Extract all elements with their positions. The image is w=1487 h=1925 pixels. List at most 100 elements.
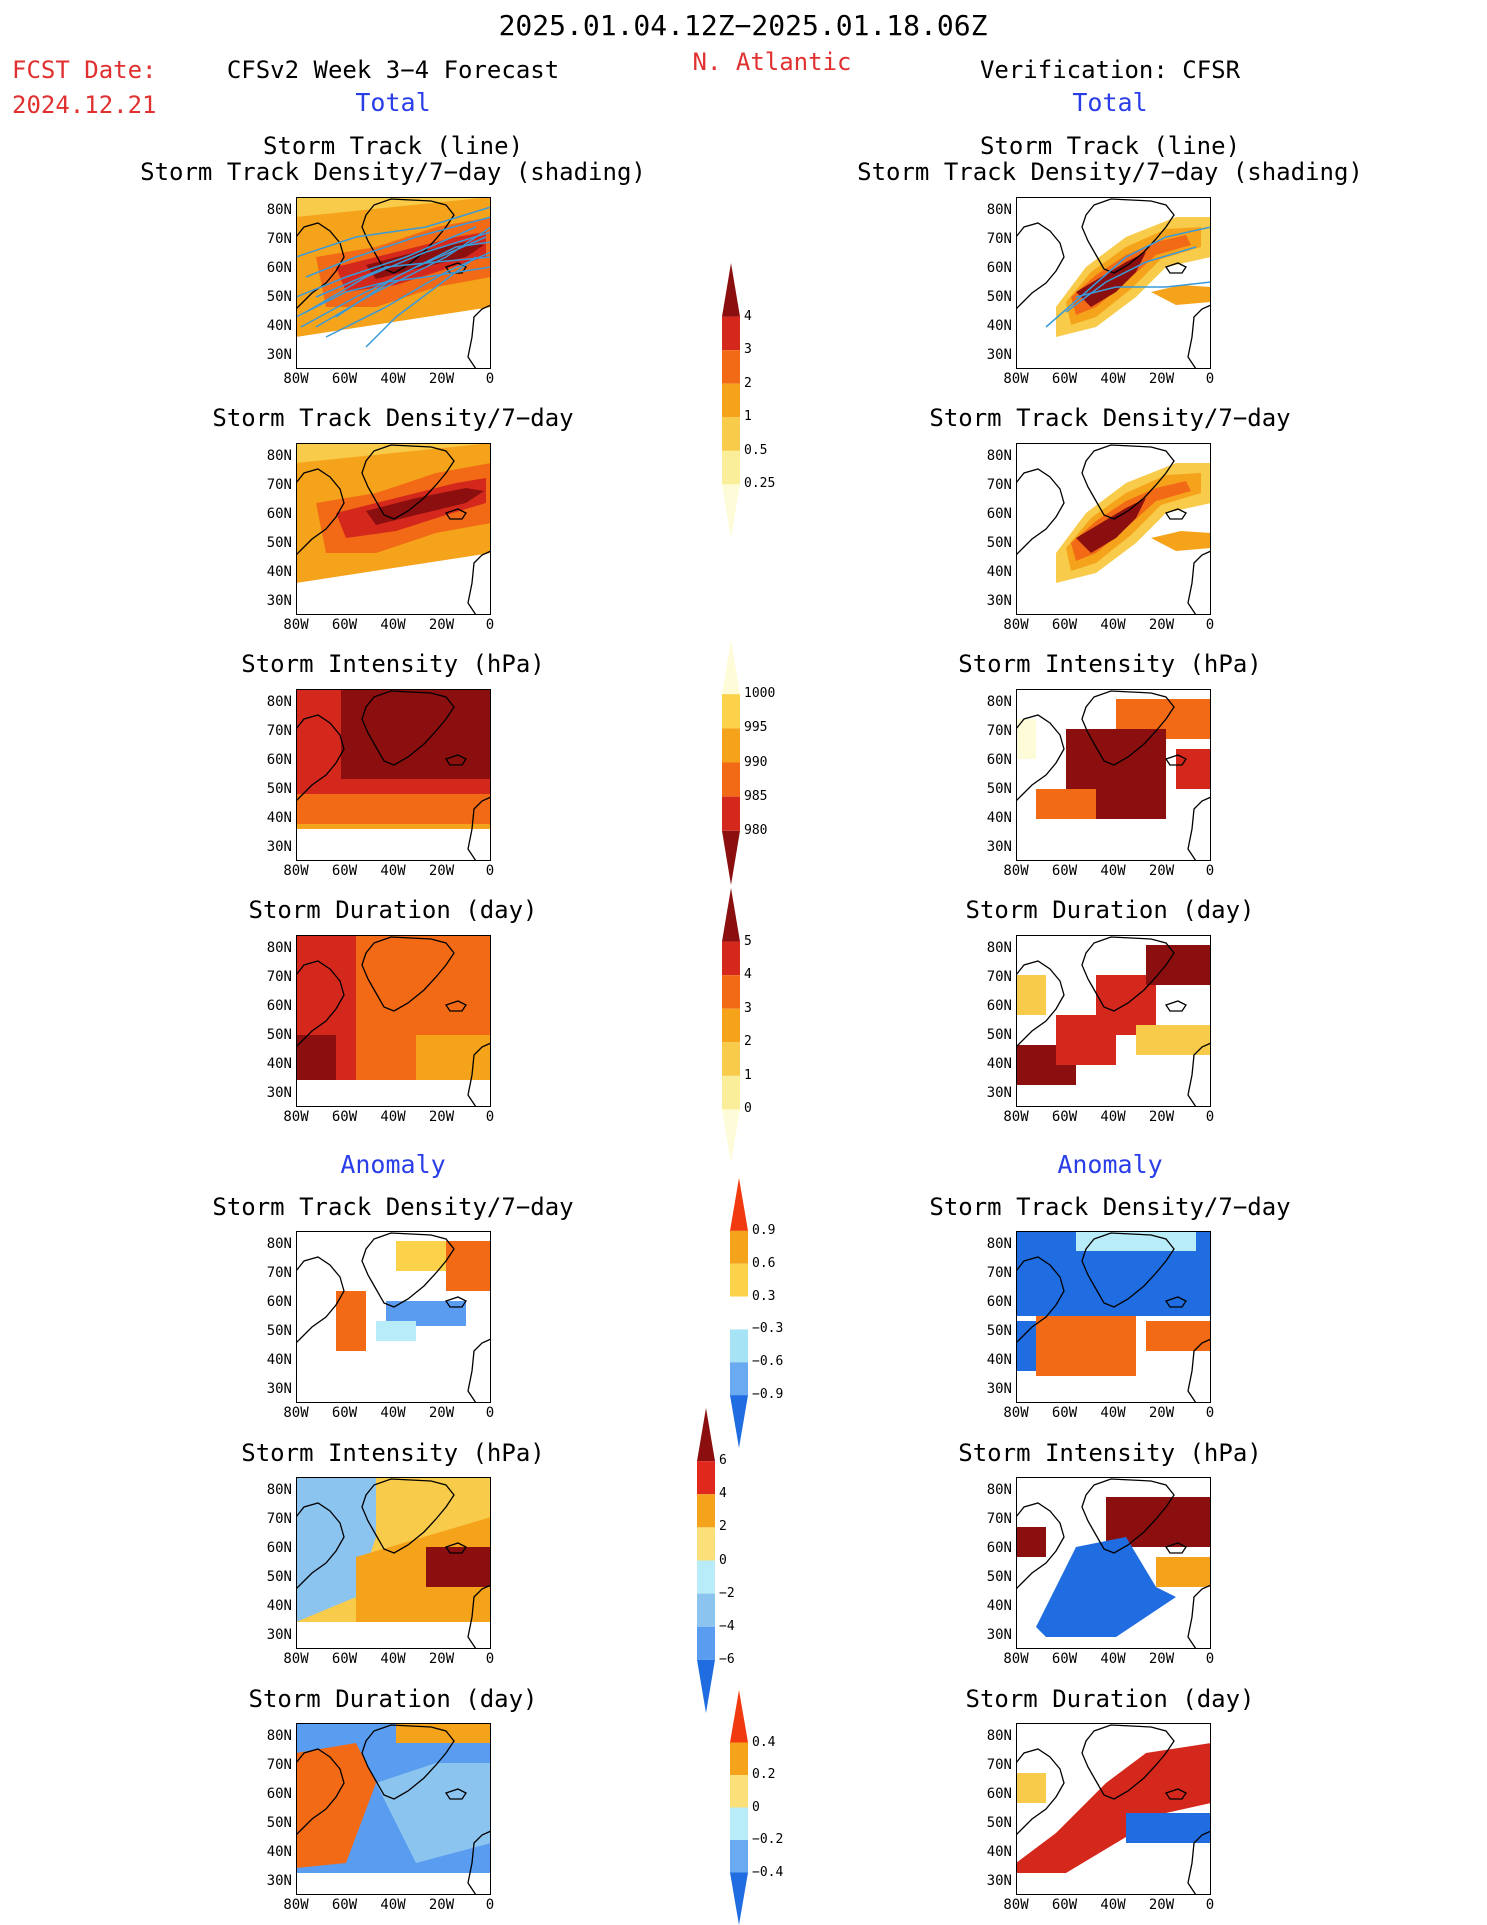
lat-tick-label: 40N: [266, 1598, 292, 1614]
lon-tick-label: 0: [485, 1109, 495, 1125]
map-obs-track: [1016, 197, 1211, 369]
lat-tick-label: 80N: [266, 202, 292, 218]
lat-tick-label: 50N: [986, 289, 1012, 305]
title-line-1: Storm Track (line): [979, 132, 1241, 160]
lat-tick-label: 80N: [986, 1728, 1012, 1744]
colorbar-swatch: [722, 640, 740, 695]
lat-tick-label: 80N: [986, 940, 1012, 956]
date-range-title: 2025.01.04.12Z−2025.01.18.06Z: [498, 9, 988, 42]
coastline-segment: [1016, 222, 1065, 310]
colorbar-label: 2: [744, 1034, 752, 1050]
colorbar-label: 1000: [744, 686, 776, 702]
colorbar-swatch: [722, 830, 740, 885]
grid-cell: [401, 764, 416, 779]
lon-tick-label: 20W: [1148, 1651, 1175, 1667]
colorbar-swatch: [722, 383, 740, 418]
lon-tick-label: 40W: [380, 863, 406, 879]
colorbar-label: −0.6: [752, 1354, 784, 1370]
colorbar-label: 6: [719, 1453, 727, 1469]
map-obs-anom-duration: [1016, 1723, 1211, 1895]
grid-cell: [371, 719, 386, 734]
lat-tick-label: 70N: [266, 1757, 292, 1773]
grid-cell: [341, 689, 356, 704]
coastline-segment: [444, 1542, 467, 1554]
lat-tick-label: 50N: [986, 1323, 1012, 1339]
left-column-title: CFSv2 Week 3−4 Forecast: [226, 56, 560, 84]
shade-block: [1136, 1025, 1211, 1055]
lon-tick-label: 80W: [1003, 1109, 1029, 1125]
map-fcst-anom-density: [296, 1231, 491, 1403]
map-field: [296, 197, 491, 369]
storm-track-line: [296, 266, 491, 318]
grid-cell: [446, 704, 461, 719]
title-obs-intensity: Storm Intensity (hPa): [958, 650, 1262, 678]
shade-block: [1016, 719, 1036, 759]
coastline-segment: [1164, 1788, 1187, 1800]
colorbar-label: 2: [744, 375, 752, 391]
lon-tick-label: 40W: [380, 1897, 406, 1913]
lat-tick-label: 70N: [266, 1511, 292, 1527]
grid-cell: [416, 734, 431, 749]
lat-tick-label: 60N: [266, 506, 292, 522]
colorbar-swatch: [697, 1527, 715, 1561]
grid-cell: [341, 719, 356, 734]
coastline-segment: [1016, 1502, 1065, 1590]
lon-tick-label: 0: [485, 1897, 495, 1913]
map-field: [296, 1232, 491, 1403]
coastline: [1016, 1232, 1211, 1403]
colorbar-label: −0.4: [752, 1864, 784, 1880]
shade-empty: [296, 829, 491, 861]
grid-cell: [416, 779, 431, 794]
lat-tick-label: 60N: [986, 998, 1012, 1014]
lon-tick-label: 0: [1205, 1897, 1215, 1913]
grid-cell: [311, 794, 326, 809]
grid-cell: [461, 764, 476, 779]
lon-tick-label: 80W: [1003, 371, 1029, 387]
colorbar-swatch: [722, 762, 740, 797]
lat-tick-label: 80N: [266, 694, 292, 710]
lat-tick-label: 40N: [986, 564, 1012, 580]
colorbar-swatch: [730, 1395, 748, 1448]
map-field: [1016, 444, 1211, 615]
lat-tick-label: 30N: [986, 1381, 1012, 1397]
grid-cell: [326, 779, 341, 794]
grid-cell: [356, 704, 371, 719]
lon-tick-label: 60W: [1051, 863, 1078, 879]
storm-track-line: [1045, 226, 1211, 328]
left-anomaly-label: Anomaly: [340, 1150, 446, 1179]
shade-region: [1036, 1537, 1176, 1637]
grid-cell: [416, 809, 431, 824]
grid-cell: [416, 689, 431, 704]
shade-block: [1126, 1813, 1211, 1843]
colorbar-label: −0.9: [752, 1387, 784, 1403]
lon-tick-label: 80W: [1003, 1405, 1029, 1421]
storm-track-line: [296, 226, 477, 298]
lat-tick-label: 60N: [986, 752, 1012, 768]
lat-tick-label: 80N: [266, 448, 292, 464]
coastline-segment: [1187, 304, 1211, 369]
shade-block: [1016, 1321, 1036, 1371]
lon-tick-label: 0: [1205, 371, 1215, 387]
colorbar-swatch: [730, 1742, 748, 1775]
lon-tick-label: 40W: [380, 617, 406, 633]
grid-cell: [416, 794, 431, 809]
title-fcst-track: Storm Track (line) Storm Track Density/7−…: [140, 133, 646, 186]
map-obs-duration: [1016, 935, 1211, 1107]
left-total-label: Total: [355, 88, 431, 117]
storm-tracks: [1045, 226, 1211, 328]
grid-cell: [311, 704, 326, 719]
lon-tick-label: 20W: [428, 1897, 455, 1913]
lon-tick-label: 80W: [283, 1651, 309, 1667]
lon-tick-label: 60W: [1051, 1651, 1078, 1667]
coastline-segment: [1164, 1000, 1187, 1012]
colorbar-label: 0: [719, 1552, 727, 1568]
lat-tick-label: 50N: [266, 781, 292, 797]
coastline-segment: [1081, 444, 1175, 520]
shade-region: [296, 307, 491, 369]
coastline-segment: [467, 1584, 491, 1649]
grid-cell: [311, 779, 326, 794]
shade-empty: [296, 1080, 491, 1107]
grid-cell: [371, 764, 386, 779]
coastline-segment: [1164, 508, 1187, 520]
lon-tick-label: 60W: [1051, 1109, 1078, 1125]
